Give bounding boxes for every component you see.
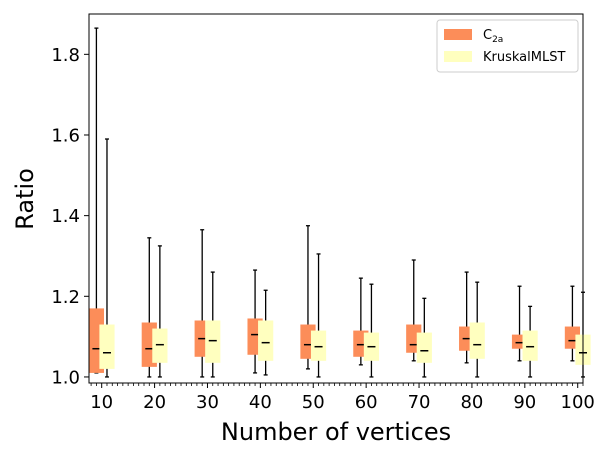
box-body <box>258 320 274 361</box>
boxes-layer <box>88 27 591 378</box>
box-body <box>152 328 168 363</box>
box-60 <box>363 283 380 378</box>
y-tick-label: 1.6 <box>51 125 80 146</box>
x-tick-label: 20 <box>143 392 166 413</box>
legend-frame <box>436 19 579 73</box>
box-body <box>310 330 327 361</box>
y-axis-title: Ratio <box>11 168 39 230</box>
legend-label-2: KruskalMLST <box>483 50 565 65</box>
box-10 <box>99 138 115 378</box>
box-body <box>99 324 115 369</box>
x-axis-title: Number of vertices <box>221 418 451 446</box>
axes-layer: 1.0 1.2 1.4 1.6 1.8 10 20 30 40 50 60 70 80 90 100 <box>51 13 595 413</box>
plot-area <box>89 14 583 383</box>
series-2 <box>99 138 591 378</box>
y-tick-label: 1.4 <box>51 206 80 227</box>
box-70 <box>416 297 432 378</box>
box-body <box>416 332 432 363</box>
x-tick-label: 80 <box>460 392 483 413</box>
box-20 <box>152 245 168 378</box>
x-tick-label: 60 <box>355 392 378 413</box>
legend-swatch-1 <box>444 29 472 40</box>
x-tick-label: 90 <box>513 392 536 413</box>
x-tick-label: 30 <box>196 392 219 413</box>
x-tick-label: 40 <box>249 392 272 413</box>
plot-background <box>89 14 583 383</box>
box-80 <box>469 281 485 378</box>
legend-swatch-2 <box>444 51 472 62</box>
y-tick-label: 1.2 <box>51 287 80 308</box>
y-tick-label: 1.8 <box>51 45 80 66</box>
box-40 <box>258 289 274 376</box>
x-tick-label: 100 <box>561 392 595 413</box>
box-body <box>522 330 538 361</box>
y-tick-label: 1.0 <box>51 367 80 388</box>
box-body <box>205 320 221 363</box>
legend-label-1: C2a <box>483 28 503 45</box>
plot-frame <box>88 13 584 384</box>
x-tick-label: 70 <box>408 392 431 413</box>
box-30 <box>205 271 221 378</box>
x-tick-label: 50 <box>302 392 325 413</box>
box-body <box>469 322 485 359</box>
box-90 <box>522 305 538 378</box>
box-50 <box>310 253 327 378</box>
x-tick-label: 10 <box>90 392 113 413</box>
legend: C2a KruskalMLST <box>436 19 579 73</box>
